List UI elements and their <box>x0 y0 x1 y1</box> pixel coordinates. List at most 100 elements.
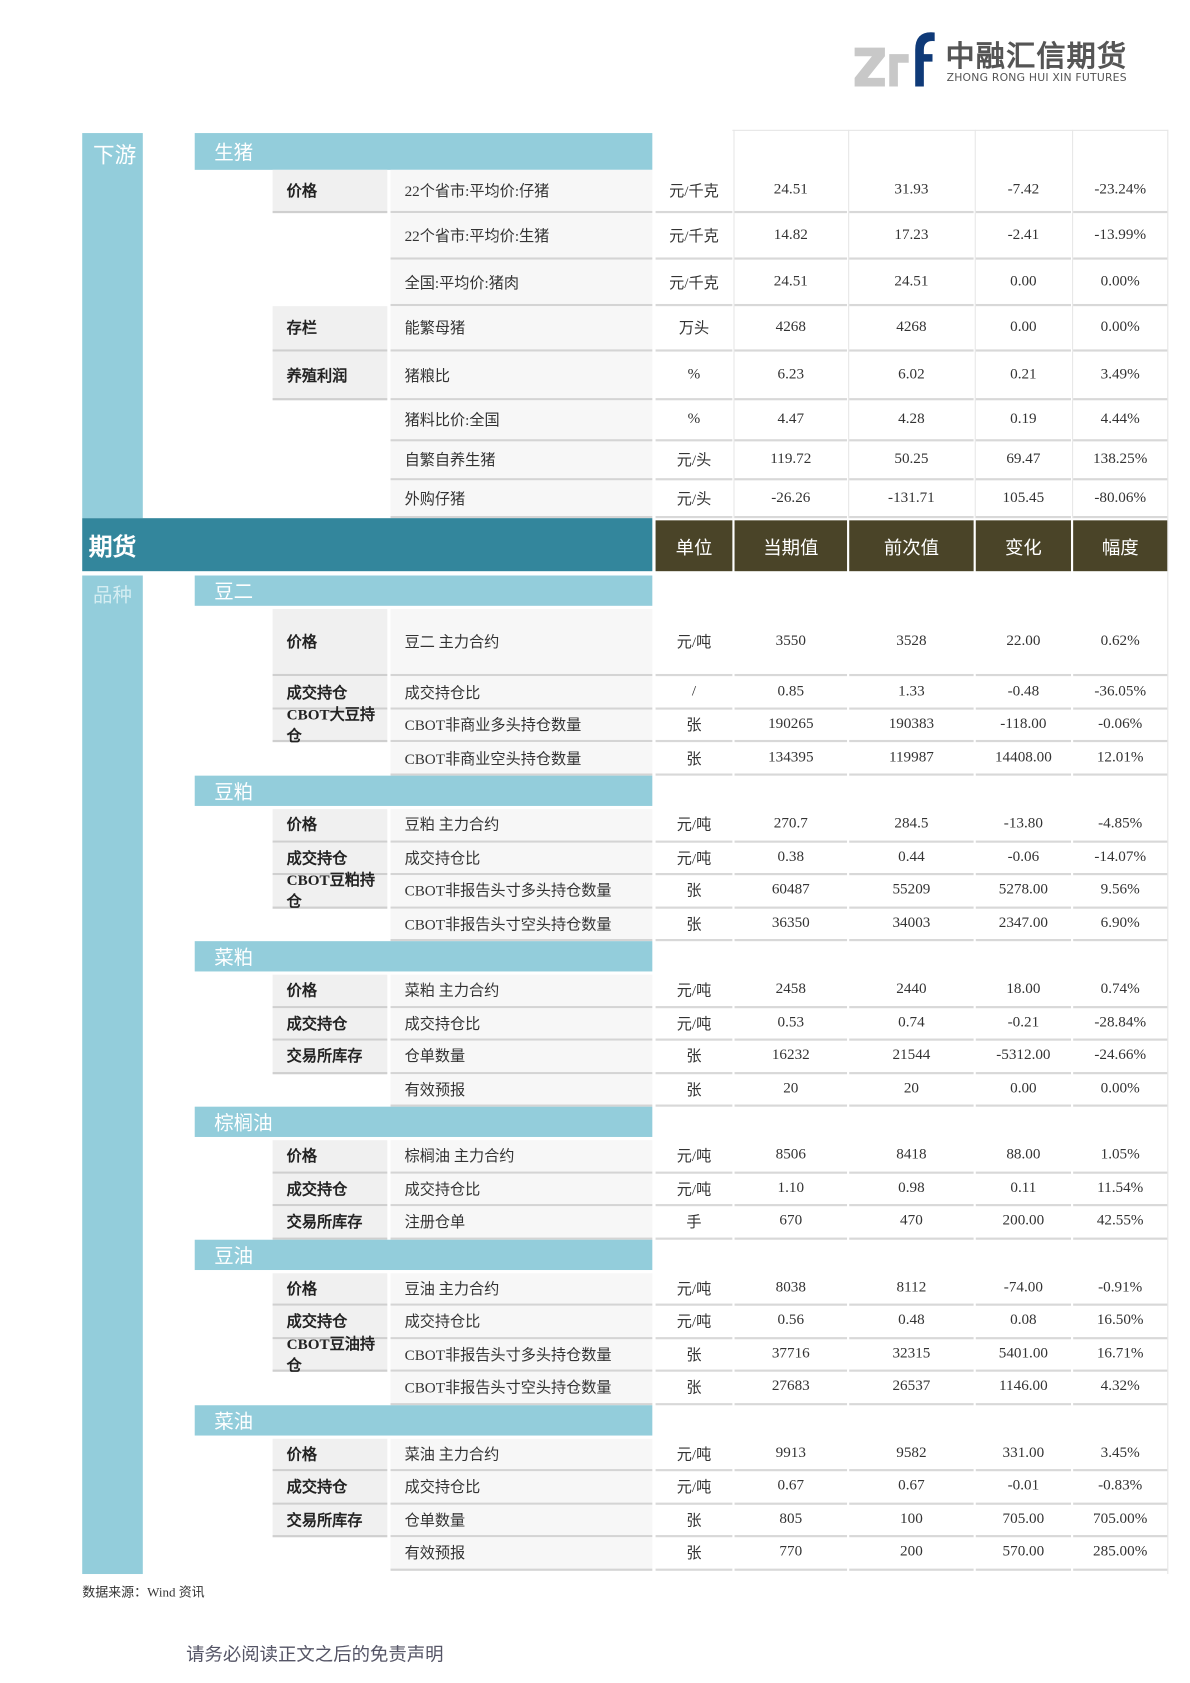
change-cell: 0.00 <box>975 260 1071 307</box>
change-cell: 105.45 <box>975 480 1071 519</box>
previous-value-cell: 119987 <box>849 742 974 776</box>
unit-cell: / <box>655 676 733 710</box>
previous-value-cell: 55209 <box>849 875 974 909</box>
subcategory-label: 成交持仓 <box>272 1173 388 1207</box>
change-cell: 331.00 <box>975 1438 1071 1472</box>
current-value-cell: 770 <box>734 1537 848 1571</box>
unit-cell: 手 <box>655 1206 733 1240</box>
subcategory-label: 价格 <box>272 1438 388 1472</box>
previous-value-cell: 2440 <box>849 975 974 1008</box>
change-percent-cell: 9.56% <box>1073 875 1168 909</box>
futures-section-header: 期货 <box>82 518 653 572</box>
company-name: 中融汇信期货 <box>945 40 1128 74</box>
change-cell: -7.42 <box>975 170 1071 214</box>
change-percent-cell: -13.99% <box>1073 213 1168 260</box>
subcategory-label: 价格 <box>272 169 388 214</box>
current-value-cell: 0.53 <box>734 1008 848 1041</box>
current-value-cell: 1.10 <box>734 1173 848 1207</box>
unit-cell: 张 <box>655 710 733 743</box>
change-cell: 88.00 <box>975 1140 1071 1174</box>
change-cell: -118.00 <box>975 710 1071 743</box>
change-percent-cell: 16.71% <box>1073 1339 1168 1372</box>
current-value-cell: 37716 <box>734 1339 848 1372</box>
current-value-cell: 8038 <box>734 1273 848 1306</box>
subcategory-label: 价格 <box>272 974 388 1008</box>
current-value-cell: 0.38 <box>734 842 848 876</box>
current-value-cell: 190265 <box>734 710 848 743</box>
change-cell: 22.00 <box>975 609 1071 677</box>
change-percent-cell: 285.00% <box>1073 1537 1168 1571</box>
change-cell: 5401.00 <box>975 1339 1071 1372</box>
zrf-logo-icon <box>854 32 935 87</box>
indicator-name: CBOT非报告头寸多头持仓数量 <box>390 1338 653 1372</box>
current-value-cell: 270.7 <box>734 809 848 843</box>
change-percent-cell: 0.74% <box>1073 975 1168 1008</box>
current-value-cell: 16232 <box>734 1041 848 1074</box>
previous-value-cell: 0.48 <box>849 1306 974 1339</box>
subcategory-label: 交易所库存 <box>272 1206 388 1240</box>
indicator-name: 能繁母猪 <box>390 306 653 352</box>
change-cell: 0.19 <box>975 400 1071 442</box>
change-cell: -5312.00 <box>975 1041 1071 1074</box>
subcategory-label: 成交持仓 <box>272 1007 388 1041</box>
previous-value-cell: 0.67 <box>849 1471 974 1505</box>
current-value-cell: 6.23 <box>734 352 848 401</box>
current-value-cell: 4.47 <box>734 400 848 442</box>
current-value-cell: 14.82 <box>734 213 848 260</box>
change-cell: -0.21 <box>975 1008 1071 1041</box>
change-cell: 18.00 <box>975 975 1071 1008</box>
indicator-name: CBOT非报告头寸空头持仓数量 <box>390 908 653 942</box>
previous-value-cell: 200 <box>849 1537 974 1571</box>
previous-value-cell: 8112 <box>849 1273 974 1306</box>
indicator-name: 豆油 主力合约 <box>390 1272 653 1306</box>
change-percent-cell: 3.49% <box>1073 352 1168 401</box>
category-header: 豆二 <box>194 575 653 606</box>
change-percent-cell: -4.85% <box>1073 809 1168 843</box>
column-header: 幅度 <box>1073 520 1168 572</box>
indicator-name: 豆粕 主力合约 <box>390 809 653 843</box>
current-value-cell: 20 <box>734 1074 848 1107</box>
previous-value-cell: 0.44 <box>849 842 974 876</box>
unit-cell: 元/千克 <box>655 213 733 260</box>
current-value-cell: 134395 <box>734 742 848 776</box>
indicator-name: 仓单数量 <box>390 1040 653 1074</box>
unit-cell: 元/吨 <box>655 1471 733 1505</box>
indicator-name: 外购仔猪 <box>390 480 653 519</box>
change-percent-cell: 11.54% <box>1073 1173 1168 1207</box>
current-value-cell: 24.51 <box>734 260 848 307</box>
current-value-cell: 670 <box>734 1206 848 1240</box>
unit-cell: 张 <box>655 1041 733 1074</box>
unit-cell: 张 <box>655 1537 733 1571</box>
indicator-name: 成交持仓比 <box>390 842 653 876</box>
unit-cell: 元/吨 <box>655 1306 733 1339</box>
indicator-name: 有效预报 <box>390 1537 653 1571</box>
column-header: 当期值 <box>734 520 848 572</box>
indicator-name: CBOT非商业多头持仓数量 <box>390 709 653 743</box>
change-percent-cell: 4.44% <box>1073 400 1168 442</box>
column-divider <box>848 129 850 519</box>
unit-cell: % <box>655 352 733 401</box>
previous-value-cell: 100 <box>849 1504 974 1538</box>
column-divider <box>1072 129 1074 519</box>
change-cell: -0.48 <box>975 676 1071 710</box>
previous-value-cell: 6.02 <box>849 352 974 401</box>
unit-cell: 元/吨 <box>655 609 733 677</box>
change-cell: 69.47 <box>975 441 1071 481</box>
column-header: 前次值 <box>849 520 974 572</box>
sidebar-downstream: 下游 <box>82 133 143 519</box>
indicator-name: 菜油 主力合约 <box>390 1438 653 1472</box>
change-percent-cell: 16.50% <box>1073 1306 1168 1339</box>
change-cell: 5278.00 <box>975 875 1071 909</box>
column-divider <box>1167 129 1169 1575</box>
change-cell: 705.00 <box>975 1504 1071 1538</box>
unit-cell: 元/吨 <box>655 1008 733 1041</box>
current-value-cell: 4268 <box>734 306 848 352</box>
change-percent-cell: -24.66% <box>1073 1041 1168 1074</box>
change-cell: 570.00 <box>975 1537 1071 1571</box>
change-percent-cell: 138.25% <box>1073 441 1168 481</box>
unit-cell: 元/千克 <box>655 170 733 214</box>
change-cell: -13.80 <box>975 809 1071 843</box>
indicator-name: 成交持仓比 <box>390 1305 653 1339</box>
current-value-cell: 805 <box>734 1504 848 1538</box>
